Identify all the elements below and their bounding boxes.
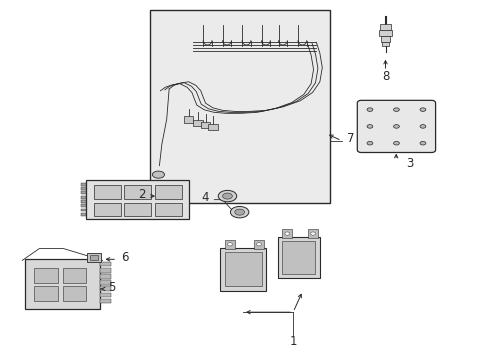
Bar — [81, 208, 86, 211]
Text: 2: 2 — [138, 188, 145, 201]
Ellipse shape — [419, 108, 425, 111]
Ellipse shape — [218, 190, 236, 202]
Ellipse shape — [419, 141, 425, 145]
Bar — [183, 116, 193, 123]
Bar — [201, 122, 210, 128]
Text: 5: 5 — [108, 282, 115, 294]
Bar — [100, 280, 111, 285]
Bar — [220, 248, 266, 291]
Bar — [81, 187, 86, 190]
Ellipse shape — [152, 171, 164, 178]
Ellipse shape — [285, 232, 289, 235]
Ellipse shape — [310, 232, 315, 235]
Bar — [81, 204, 86, 207]
Bar — [254, 240, 264, 249]
Bar — [81, 196, 86, 199]
Ellipse shape — [366, 125, 372, 128]
Ellipse shape — [393, 141, 399, 145]
Bar — [94, 185, 120, 199]
Bar — [81, 183, 86, 186]
Ellipse shape — [230, 206, 248, 218]
Bar — [94, 203, 120, 216]
Text: 4: 4 — [202, 191, 209, 204]
Ellipse shape — [256, 243, 261, 246]
Text: 3: 3 — [406, 157, 413, 170]
Text: 1: 1 — [289, 335, 296, 348]
Ellipse shape — [222, 193, 232, 199]
Bar — [193, 120, 203, 126]
Bar — [381, 42, 388, 46]
Bar — [81, 200, 86, 203]
Ellipse shape — [419, 125, 425, 128]
Bar — [90, 255, 98, 260]
Bar — [86, 180, 188, 219]
Bar — [149, 10, 329, 203]
Bar — [380, 36, 389, 42]
Bar — [155, 203, 182, 216]
FancyBboxPatch shape — [357, 100, 435, 153]
Bar — [25, 258, 100, 309]
Bar — [87, 253, 101, 262]
Bar — [81, 213, 86, 216]
Bar — [282, 242, 315, 274]
Bar — [124, 203, 151, 216]
Bar — [282, 229, 291, 238]
Text: 8: 8 — [381, 70, 388, 83]
Ellipse shape — [366, 108, 372, 111]
Bar — [307, 229, 317, 238]
Bar — [155, 185, 182, 199]
Bar — [379, 24, 390, 30]
Bar — [100, 293, 111, 297]
Bar — [277, 237, 320, 278]
Bar — [100, 268, 111, 273]
Ellipse shape — [393, 125, 399, 128]
Bar — [378, 30, 391, 36]
Ellipse shape — [227, 243, 232, 246]
Bar — [207, 123, 217, 130]
Ellipse shape — [393, 108, 399, 111]
Bar — [224, 240, 234, 249]
Bar — [124, 185, 151, 199]
Ellipse shape — [366, 141, 372, 145]
Text: 7: 7 — [346, 132, 353, 145]
Bar — [100, 274, 111, 279]
Bar — [81, 192, 86, 194]
Ellipse shape — [234, 209, 244, 215]
Bar — [62, 267, 86, 283]
Bar — [34, 267, 58, 283]
Bar — [100, 298, 111, 303]
Bar — [100, 262, 111, 266]
Bar — [34, 286, 58, 301]
Bar — [100, 287, 111, 291]
Text: 6: 6 — [121, 251, 128, 264]
Bar — [62, 286, 86, 301]
Bar — [224, 252, 261, 286]
